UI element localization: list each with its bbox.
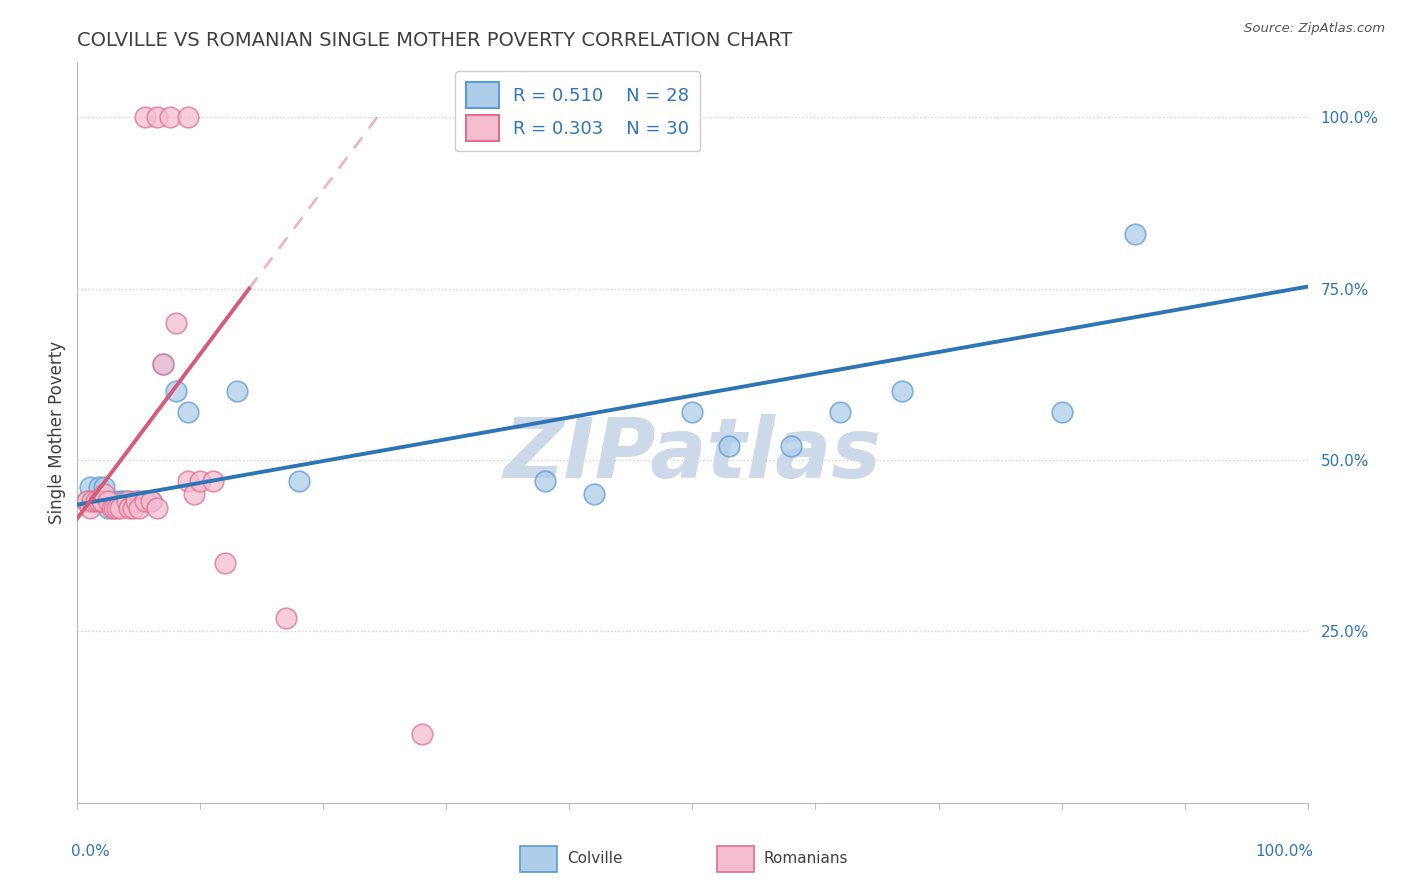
Point: [90, 494, 114, 508]
Point: [583, 487, 606, 501]
Point: [90, 494, 114, 508]
Point: [76, 494, 98, 508]
Legend: R = 0.510    N = 28, R = 0.303    N = 30: R = 0.510 N = 28, R = 0.303 N = 30: [456, 71, 700, 152]
Text: 0.0%: 0.0%: [72, 844, 110, 858]
Point: [141, 494, 163, 508]
Point: [152, 357, 174, 371]
Point: [97, 501, 120, 516]
Point: [103, 494, 125, 508]
Text: 100.0%: 100.0%: [1256, 844, 1313, 858]
Point: [201, 474, 224, 488]
Text: Colville: Colville: [567, 851, 623, 866]
Text: ZIPatlas: ZIPatlas: [503, 414, 882, 495]
Point: [103, 501, 125, 516]
FancyBboxPatch shape: [717, 847, 754, 871]
FancyBboxPatch shape: [520, 847, 557, 871]
Point: [177, 474, 200, 488]
Point: [90, 494, 114, 508]
Point: [146, 501, 169, 516]
Point: [93, 487, 115, 501]
Point: [830, 405, 852, 419]
Point: [214, 556, 236, 570]
Point: [76, 494, 98, 508]
Point: [84, 494, 107, 508]
Point: [146, 110, 169, 124]
Point: [134, 494, 156, 508]
Point: [93, 480, 115, 494]
Point: [411, 727, 433, 741]
Point: [125, 494, 148, 508]
Point: [177, 110, 200, 124]
Point: [82, 494, 104, 508]
Point: [115, 494, 138, 508]
Point: [101, 501, 124, 516]
Point: [890, 384, 912, 399]
Text: Romanians: Romanians: [763, 851, 848, 866]
Point: [276, 610, 298, 624]
Point: [110, 494, 132, 508]
Point: [718, 439, 741, 453]
Point: [177, 405, 200, 419]
Point: [89, 494, 111, 508]
Point: [288, 474, 311, 488]
Point: [682, 405, 704, 419]
Point: [159, 110, 181, 124]
Point: [134, 494, 156, 508]
Point: [1125, 227, 1147, 241]
Point: [165, 316, 187, 330]
Text: Source: ZipAtlas.com: Source: ZipAtlas.com: [1244, 22, 1385, 36]
Point: [128, 501, 150, 516]
Point: [118, 501, 141, 516]
Text: COLVILLE VS ROMANIAN SINGLE MOTHER POVERTY CORRELATION CHART: COLVILLE VS ROMANIAN SINGLE MOTHER POVER…: [77, 30, 793, 50]
Point: [112, 494, 135, 508]
Point: [188, 474, 212, 488]
Point: [152, 357, 174, 371]
Point: [79, 501, 101, 516]
Point: [134, 110, 156, 124]
Point: [128, 494, 150, 508]
Point: [110, 501, 132, 516]
Point: [89, 480, 111, 494]
Point: [118, 494, 141, 508]
Point: [141, 494, 163, 508]
Point: [226, 384, 249, 399]
Point: [84, 494, 107, 508]
Point: [97, 494, 120, 508]
Point: [1050, 405, 1073, 419]
Point: [780, 439, 803, 453]
Point: [165, 384, 187, 399]
Point: [534, 474, 557, 488]
Point: [105, 501, 128, 516]
Point: [121, 501, 143, 516]
Point: [79, 480, 101, 494]
Point: [183, 487, 205, 501]
Y-axis label: Single Mother Poverty: Single Mother Poverty: [48, 341, 66, 524]
